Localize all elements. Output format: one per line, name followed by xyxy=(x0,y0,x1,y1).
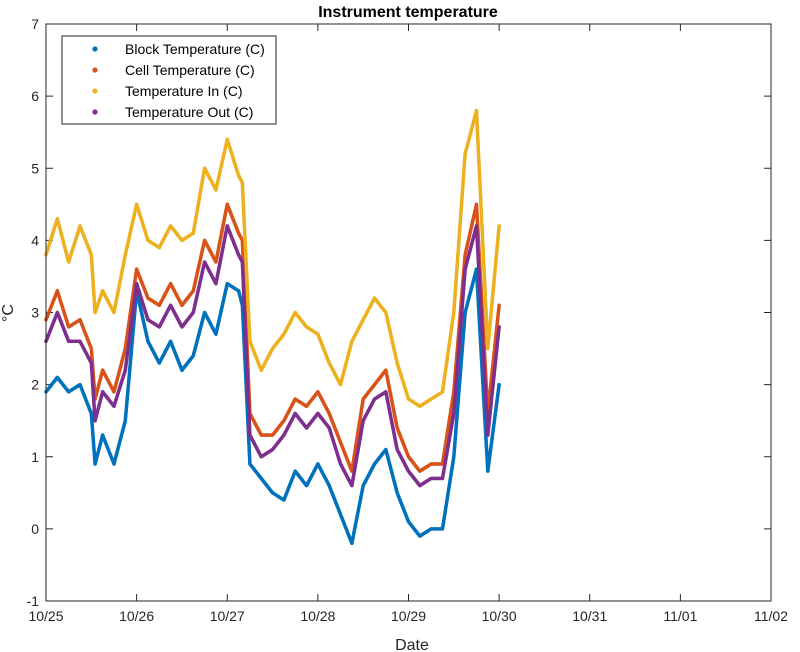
series-1 xyxy=(44,267,501,546)
legend-label: Temperature In (C) xyxy=(125,83,242,99)
legend: Block Temperature (C) Cell Temperature (C… xyxy=(61,35,277,125)
x-tick-label: 10/30 xyxy=(482,608,517,624)
x-tick-label: 10/29 xyxy=(391,608,426,624)
x-tick-label: 10/26 xyxy=(119,608,154,624)
y-tick-label: 1 xyxy=(31,449,39,465)
legend-label: Cell Temperature (C) xyxy=(125,62,255,78)
legend-marker xyxy=(92,46,98,52)
x-axis-title: Date xyxy=(395,637,429,652)
legend-label: Temperature Out (C) xyxy=(125,104,253,120)
x-tick-label: 10/28 xyxy=(300,608,335,624)
y-tick-label: 4 xyxy=(31,232,39,248)
y-tick-label: 0 xyxy=(31,521,39,537)
x-axis: 10/25 10/26 10/27 10/28 10/29 10/30 10/31 11/01… xyxy=(28,24,788,624)
y-tick-label: 3 xyxy=(31,305,39,321)
series-3 xyxy=(44,108,501,409)
data-point xyxy=(497,224,501,228)
y-tick-label: 5 xyxy=(31,160,39,176)
y-tick-label: 6 xyxy=(31,88,39,104)
y-axis-title: °C xyxy=(0,304,17,322)
legend-marker xyxy=(92,109,98,115)
x-tick-label: 10/27 xyxy=(210,608,245,624)
legend-marker xyxy=(92,88,98,94)
legend-label: Block Temperature (C) xyxy=(125,41,265,57)
chart-title: Instrument temperature xyxy=(318,4,498,21)
plot-frame xyxy=(45,23,772,602)
y-tick-label: -1 xyxy=(27,593,40,609)
x-tick-label: 11/01 xyxy=(663,608,697,624)
y-tick-label: 7 xyxy=(31,16,39,32)
series-group xyxy=(44,108,501,546)
data-point xyxy=(497,325,501,329)
data-point xyxy=(497,303,501,308)
x-tick-label: 11/02 xyxy=(754,608,788,624)
x-tick-label: 10/25 xyxy=(28,608,63,624)
series-4 xyxy=(44,224,501,488)
x-tick-label: 10/31 xyxy=(572,608,607,624)
legend-marker xyxy=(92,67,98,73)
data-point xyxy=(497,382,501,387)
y-tick-label: 2 xyxy=(31,377,39,393)
legend-box xyxy=(61,35,277,125)
